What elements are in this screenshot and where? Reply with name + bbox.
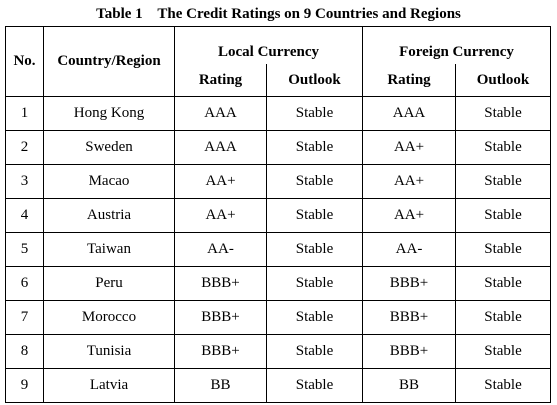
cell-local-outlook: Stable	[266, 266, 363, 301]
cell-foreign-rating: BBB+	[362, 266, 456, 301]
cell-local-outlook: Stable	[266, 96, 363, 131]
cell-foreign-outlook: Stable	[455, 232, 551, 267]
cell-local-rating: BBB+	[174, 334, 267, 369]
header-local-outlook: Outlook	[266, 64, 363, 97]
header-foreign-outlook: Outlook	[455, 64, 551, 97]
credit-ratings-table: No. Country/Region Local Currency Foreig…	[5, 26, 551, 403]
cell-foreign-rating: BBB+	[362, 334, 456, 369]
table-row: 6 Peru BBB+ Stable BBB+ Stable	[5, 266, 551, 301]
cell-local-rating: AA+	[174, 198, 267, 233]
table-row: 9 Latvia BB Stable BB Stable	[5, 368, 551, 403]
cell-no: 1	[5, 96, 44, 131]
cell-country: Peru	[43, 266, 175, 301]
cell-local-outlook: Stable	[266, 130, 363, 165]
cell-foreign-outlook: Stable	[455, 198, 551, 233]
cell-foreign-rating: AA+	[362, 130, 456, 165]
cell-country: Taiwan	[43, 232, 175, 267]
header-no: No.	[5, 26, 44, 97]
cell-local-rating: BB	[174, 368, 267, 403]
cell-foreign-outlook: Stable	[455, 334, 551, 369]
cell-foreign-outlook: Stable	[455, 96, 551, 131]
cell-local-rating: AAA	[174, 96, 267, 131]
table-row: 5 Taiwan AA- Stable AA- Stable	[5, 232, 551, 267]
cell-foreign-rating: AA-	[362, 232, 456, 267]
cell-local-outlook: Stable	[266, 334, 363, 369]
table-row: 7 Morocco BBB+ Stable BBB+ Stable	[5, 300, 551, 335]
cell-local-outlook: Stable	[266, 232, 363, 267]
header-foreign-currency: Foreign Currency	[362, 26, 551, 64]
cell-local-outlook: Stable	[266, 368, 363, 403]
cell-no: 3	[5, 164, 44, 199]
table-row: 4 Austria AA+ Stable AA+ Stable	[5, 198, 551, 233]
cell-country: Tunisia	[43, 334, 175, 369]
cell-foreign-rating: BB	[362, 368, 456, 403]
header-row-top: No. Country/Region Local Currency Foreig…	[5, 26, 551, 97]
cell-no: 9	[5, 368, 44, 403]
cell-local-rating: BBB+	[174, 300, 267, 335]
table-row: 3 Macao AA+ Stable AA+ Stable	[5, 164, 551, 199]
cell-foreign-outlook: Stable	[455, 368, 551, 403]
header-country-region: Country/Region	[43, 26, 175, 97]
cell-country: Sweden	[43, 130, 175, 165]
cell-local-rating: AAA	[174, 130, 267, 165]
cell-local-rating: AA+	[174, 164, 267, 199]
cell-foreign-outlook: Stable	[455, 130, 551, 165]
header-row-sub: Rating Outlook Rating Outlook	[6, 64, 551, 97]
cell-foreign-outlook: Stable	[455, 164, 551, 199]
cell-foreign-rating: AAA	[362, 96, 456, 131]
table-caption: Table 1 The Credit Ratings on 9 Countrie…	[96, 6, 461, 22]
cell-local-outlook: Stable	[266, 300, 363, 335]
cell-local-rating: AA-	[174, 232, 267, 267]
cell-foreign-rating: AA+	[362, 198, 456, 233]
cell-local-outlook: Stable	[266, 198, 363, 233]
cell-foreign-outlook: Stable	[455, 266, 551, 301]
cell-no: 8	[5, 334, 44, 369]
cell-no: 6	[5, 266, 44, 301]
cell-no: 7	[5, 300, 44, 335]
cell-country: Latvia	[43, 368, 175, 403]
header-local-currency: Local Currency	[174, 26, 363, 64]
cell-local-rating: BBB+	[174, 266, 267, 301]
cell-foreign-outlook: Stable	[455, 300, 551, 335]
cell-country: Hong Kong	[43, 96, 175, 131]
header-local-rating: Rating	[174, 64, 267, 97]
header-foreign-rating: Rating	[362, 64, 456, 97]
cell-no: 5	[5, 232, 44, 267]
cell-local-outlook: Stable	[266, 164, 363, 199]
cell-country: Morocco	[43, 300, 175, 335]
cell-foreign-rating: BBB+	[362, 300, 456, 335]
cell-country: Austria	[43, 198, 175, 233]
table-row: 1 Hong Kong AAA Stable AAA Stable	[5, 96, 551, 131]
cell-no: 4	[5, 198, 44, 233]
table-row: 2 Sweden AAA Stable AA+ Stable	[5, 130, 551, 165]
cell-foreign-rating: AA+	[362, 164, 456, 199]
cell-no: 2	[5, 130, 44, 165]
cell-country: Macao	[43, 164, 175, 199]
table-row: 8 Tunisia BBB+ Stable BBB+ Stable	[5, 334, 551, 369]
